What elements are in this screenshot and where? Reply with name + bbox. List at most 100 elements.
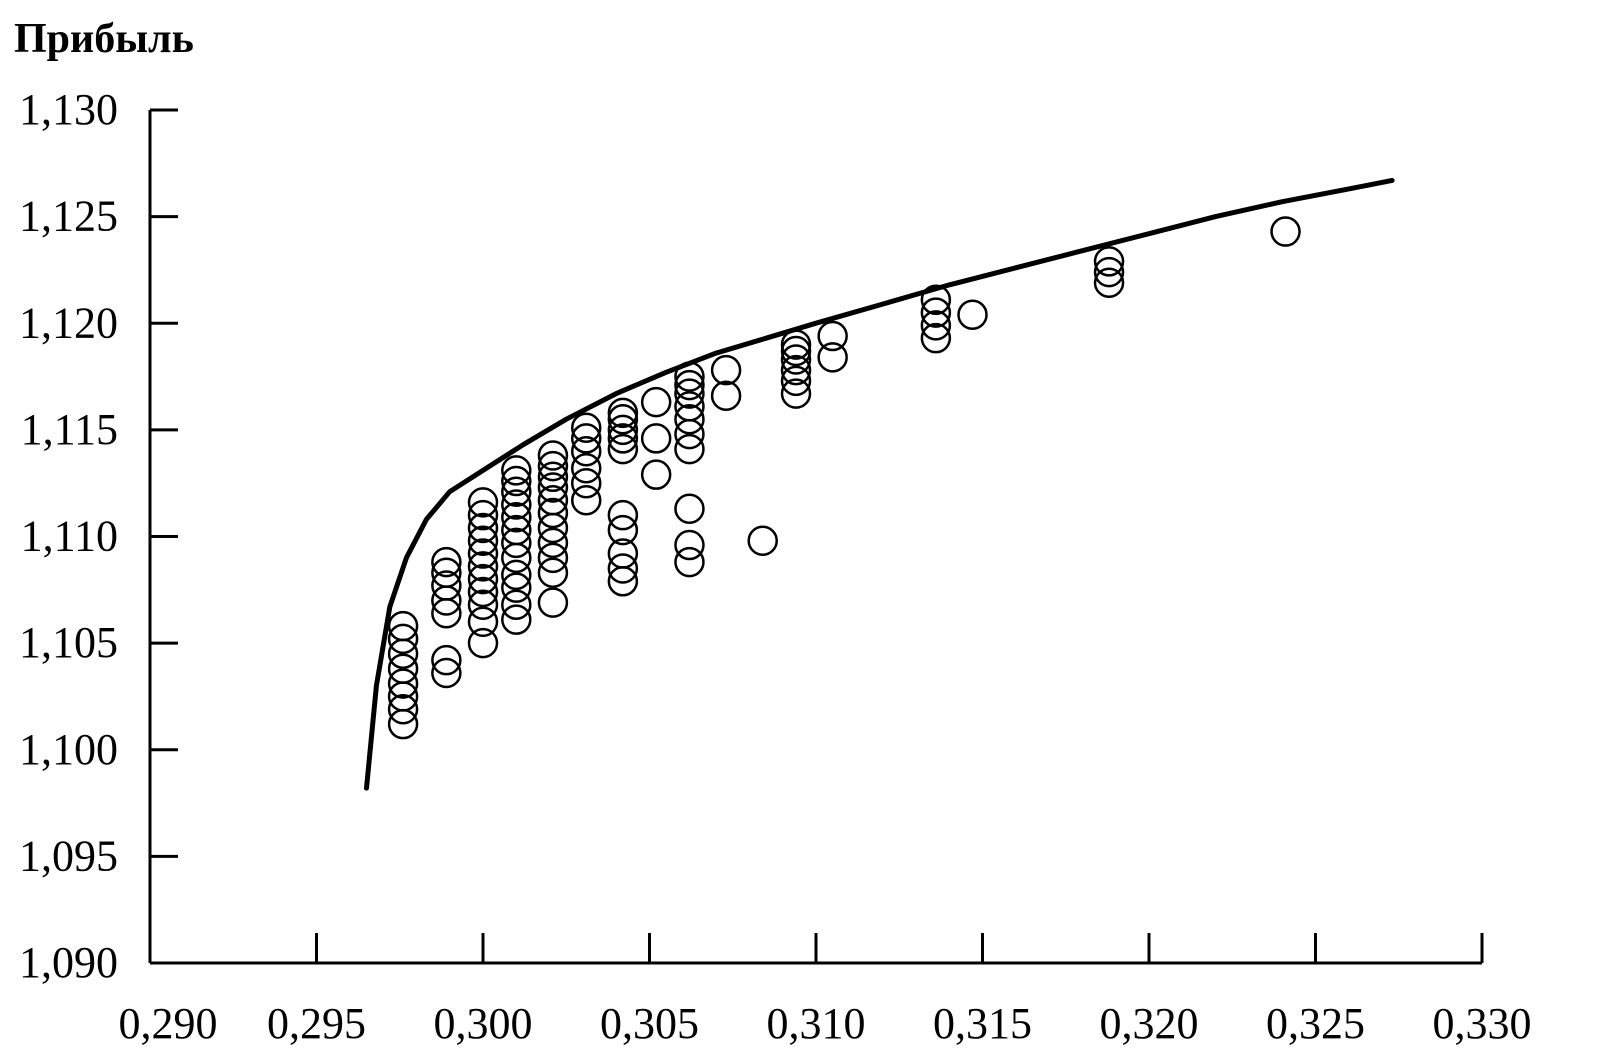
y-tick-label: 1,105 [19, 618, 118, 667]
data-point [501, 465, 532, 497]
y-axis-label: Прибыль [14, 16, 194, 62]
data-point [607, 414, 639, 446]
data-point [710, 380, 742, 412]
data-point [537, 472, 569, 503]
data-point [607, 423, 639, 454]
x-tick-label: 0,305 [600, 999, 699, 1048]
data-point [537, 440, 569, 471]
x-tick-label: 0,300 [434, 999, 533, 1048]
data-point [674, 529, 705, 561]
data-point [957, 299, 988, 330]
axes [148, 110, 1482, 965]
data-point [570, 423, 602, 454]
data-point [780, 378, 812, 409]
y-tick-label: 1,115 [21, 405, 118, 454]
data-point [640, 459, 672, 490]
frontier-curve-group [364, 177, 1395, 791]
data-point [501, 559, 532, 591]
data-point [537, 497, 569, 529]
data-point [387, 653, 419, 684]
data-point [501, 527, 532, 559]
data-point [537, 542, 569, 574]
data-point [607, 553, 639, 584]
data-point [1093, 267, 1125, 298]
data-point [501, 604, 532, 635]
data-point [387, 693, 419, 725]
data-point [920, 297, 952, 328]
data-point [920, 284, 952, 316]
data-point [780, 365, 812, 397]
data-point [1093, 246, 1125, 277]
data-point [674, 391, 705, 422]
data-point [570, 453, 602, 484]
data-point [570, 484, 602, 516]
x-tick-label: 0,295 [267, 999, 366, 1048]
data-point [607, 538, 639, 569]
y-tick-label: 1,090 [19, 938, 118, 987]
data-point [501, 455, 532, 486]
data-point [467, 487, 499, 518]
data-point [501, 572, 532, 603]
data-point [467, 512, 499, 544]
frontier-curve [364, 177, 1395, 791]
data-point [780, 335, 812, 367]
x-tick-label: 0,290 [119, 999, 218, 1048]
data-point [467, 589, 499, 620]
data-point [640, 386, 672, 418]
x-tick-label: 0,325 [1266, 999, 1365, 1048]
data-point [674, 493, 705, 525]
data-point [501, 489, 532, 520]
data-point [537, 527, 569, 559]
y-tick-label: 1,095 [19, 831, 118, 880]
x-tick-label: 0,320 [1100, 999, 1199, 1048]
x-tick-label: 0,310 [767, 999, 866, 1048]
y-axis-ticks: 1,090 1,095 1,100 1,105 1,110 1,115 1,120 1,125… [19, 85, 178, 987]
data-point [780, 344, 812, 375]
data-point [640, 423, 672, 454]
data-point [607, 397, 639, 429]
y-tick-label: 1,110 [21, 512, 118, 561]
data-point [537, 557, 569, 589]
data-point [431, 570, 462, 601]
data-point [431, 657, 462, 689]
data-point [537, 450, 569, 482]
data-point [780, 354, 812, 386]
data-point [570, 412, 602, 443]
data-point [467, 606, 499, 638]
data-point [501, 502, 532, 533]
data-point [607, 514, 639, 546]
data-point [431, 546, 462, 578]
data-point [467, 551, 499, 582]
data-point [570, 435, 602, 467]
data-point [467, 563, 499, 595]
data-point [607, 433, 639, 465]
x-tick-label: 0,315 [933, 999, 1032, 1048]
data-point [537, 461, 569, 493]
data-point [674, 369, 705, 401]
y-tick-label: 1,130 [19, 85, 118, 134]
data-point [501, 589, 532, 620]
data-point [817, 320, 848, 352]
data-point [387, 668, 419, 699]
data-point [537, 484, 569, 516]
data-point [501, 514, 532, 546]
data-point [467, 525, 499, 557]
data-point [467, 576, 499, 608]
y-tick-label: 1,120 [19, 298, 118, 347]
data-point [1093, 256, 1125, 288]
data-point [674, 433, 705, 465]
data-point [920, 310, 952, 341]
x-axis-ticks: 0,290 0,295 0,300 0,305 0,310 0,315 0,320 0,325… [119, 933, 1532, 1048]
data-point [501, 476, 532, 507]
y-tick-label: 1,125 [19, 192, 118, 241]
data-point [607, 499, 639, 531]
data-point [817, 342, 848, 373]
data-point [387, 623, 419, 655]
data-point [467, 538, 499, 569]
data-point [674, 546, 705, 578]
data-point [747, 525, 778, 557]
data-point [467, 627, 499, 659]
scatter-points [387, 216, 1301, 740]
x-tick-label: 0,330 [1433, 999, 1532, 1048]
